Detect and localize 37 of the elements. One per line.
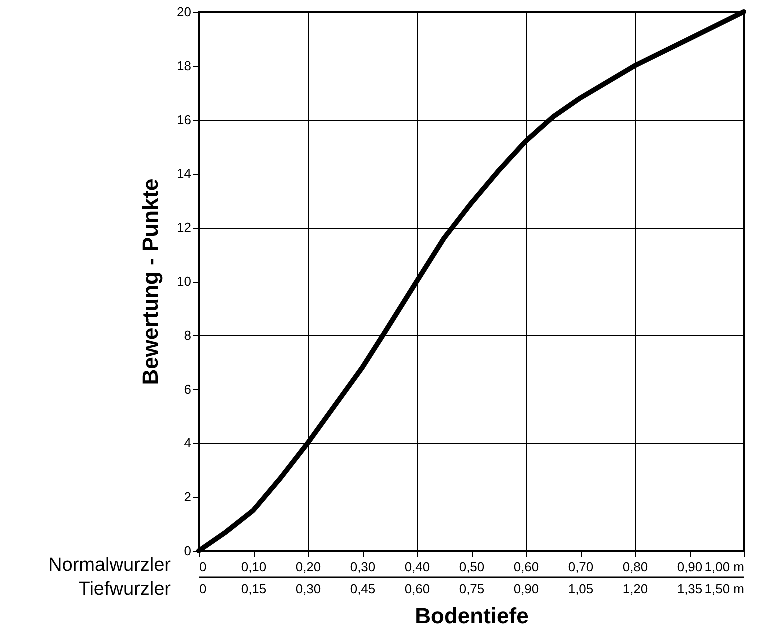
x-tick-label: 0,90 — [677, 560, 703, 574]
y-tick-label: 0 — [184, 544, 192, 558]
y-tick-label: 12 — [177, 220, 192, 236]
y-tick-label: 6 — [184, 382, 192, 397]
y-axis-title: Bewertung - Punkte — [138, 178, 164, 386]
x-tick-label: 0,20 — [296, 560, 322, 574]
x2-tick-label: 0,45 — [350, 582, 376, 596]
x-tick-label: 0,30 — [350, 560, 376, 574]
x2-tick-label: 1,50 m — [704, 582, 744, 596]
x2-tick-label: 0,30 — [296, 582, 322, 596]
y-tick-label: 8 — [184, 328, 192, 343]
y-tick-label: 4 — [184, 436, 192, 451]
x-tick-label: 1,00 m — [704, 560, 744, 574]
y-tick-label: 10 — [177, 274, 192, 289]
x-tick-label: 0,10 — [241, 560, 267, 574]
y-tick-label: 14 — [177, 166, 192, 182]
x2-tick-label: 1,05 — [568, 582, 594, 596]
text: Normalwurzler — [48, 555, 172, 576]
x2-tick-label: 0 — [200, 582, 207, 596]
x2-tick-label: 1,35 — [677, 582, 703, 596]
x-tick-label: 0 — [200, 560, 207, 574]
x2-tick-label: 0,60 — [404, 582, 430, 596]
x-tick-label: 0,80 — [622, 560, 648, 574]
x2-tick-label: 0,90 — [514, 582, 540, 596]
x-axis-title: Bodentiefe — [415, 604, 529, 628]
x-tick-label: 0,40 — [404, 560, 430, 574]
x2-tick-label: 1,20 — [622, 582, 648, 596]
text: Tiefwurzler — [78, 579, 172, 600]
y-tick-label: 18 — [177, 58, 192, 74]
y-tick-label: 20 — [177, 4, 192, 20]
y-tick-label: 2 — [184, 490, 192, 505]
x2-tick-label: 0,75 — [459, 582, 485, 596]
x-tick-label: 0,50 — [459, 560, 485, 574]
y-tick-label: 16 — [177, 112, 192, 128]
x2-tick-label: 0,15 — [241, 582, 267, 596]
x-tick-label: 0,60 — [514, 560, 540, 574]
x-tick-label: 0,70 — [568, 560, 594, 574]
